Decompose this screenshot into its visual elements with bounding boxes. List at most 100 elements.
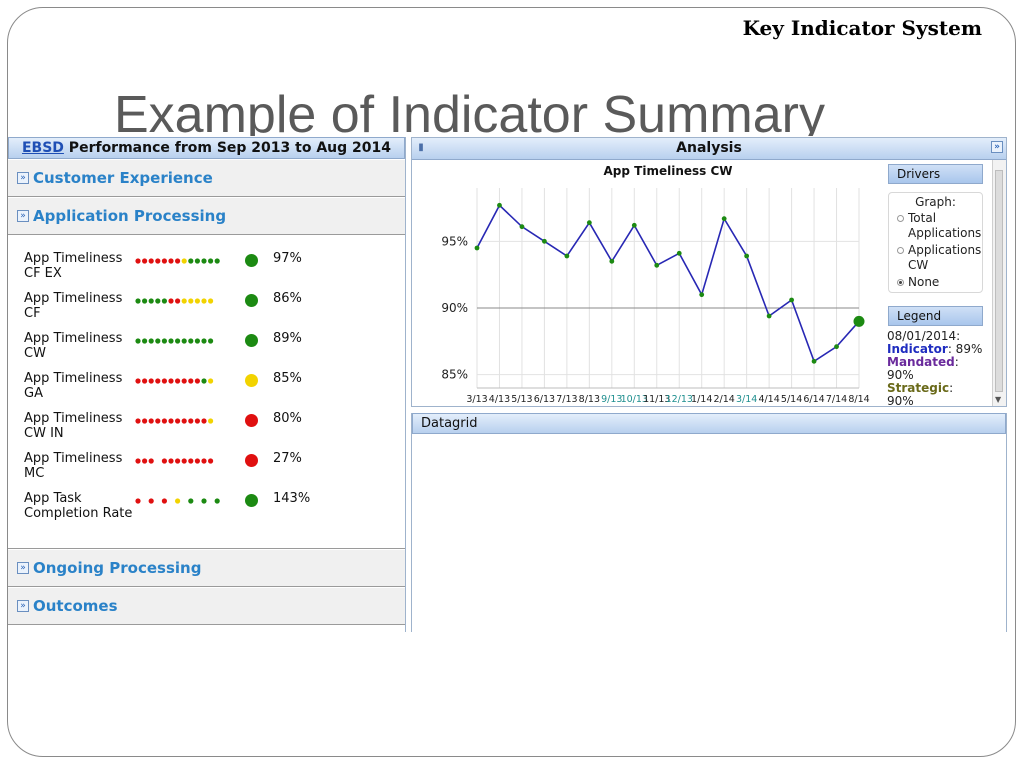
trend-dot [155,378,161,384]
vertical-scrollbar[interactable]: ▼ [992,160,1006,406]
indicator-name: App Timeliness CF EX [24,251,123,281]
status-indicator-icon [245,334,258,347]
section-label: Ongoing Processing [33,559,202,577]
data-point [744,253,750,259]
trend-dot [194,458,200,464]
trend-dots [135,376,235,386]
expand-icon[interactable]: » [17,562,29,574]
trend-dot [142,258,148,264]
trend-dot [148,458,154,464]
trend-dot [201,458,207,464]
trend-dot [201,298,207,304]
trend-dot [142,378,148,384]
radio-icon[interactable] [897,215,904,222]
trend-dot [155,298,161,304]
trend-dot [148,258,154,264]
trend-dot [142,338,148,344]
indicator-percent: 143% [273,491,311,506]
x-tick-label: 6/13 [534,394,555,405]
trend-dot [201,338,207,344]
trend-dot [188,378,194,384]
expand-icon[interactable]: » [17,172,29,184]
data-point [564,253,570,259]
section-customer-experience[interactable]: » Customer Experience [8,159,405,197]
data-point [834,344,839,350]
indicator-row[interactable]: App Timeliness GA 85% [8,371,406,411]
x-tick-label: 3/14 [736,394,757,405]
scroll-down-icon[interactable]: ▼ [995,395,1002,404]
trend-dot [135,498,141,504]
analysis-panel: ▮ Analysis » App Timeliness CW 85% 90% 95% 3… [411,137,1007,408]
indicator-percent: 85% [273,371,302,386]
analysis-title: Analysis [676,140,742,156]
radio-none[interactable]: None [892,275,979,290]
drivers-header: Drivers [888,164,983,184]
data-point [699,292,705,298]
trend-dot [135,258,141,264]
trend-dot [188,258,194,264]
scroll-thumb[interactable] [995,170,1003,392]
trend-dot [188,418,194,424]
trend-dots [135,496,235,506]
pin-icon[interactable]: ▮ [418,142,424,153]
x-tick-label: 5/13 [511,394,532,405]
trend-dot [135,378,141,384]
trend-dot [168,418,174,424]
y-tick-label: 95% [441,234,468,248]
trend-dot [181,458,187,464]
trend-dot [208,378,214,384]
section-outcomes[interactable]: » Outcomes [8,587,405,625]
indicator-percent: 89% [273,331,302,346]
ebsd-link[interactable]: EBSD [21,140,64,156]
data-point [721,216,727,222]
section-application-processing[interactable]: » Application Processing [8,197,405,235]
data-point [811,358,817,364]
x-tick-label: 9/13 [601,394,622,405]
x-tick-label: 6/14 [803,394,824,405]
data-point [609,258,615,264]
data-point [542,238,547,244]
x-tick-label: 8/13 [579,394,600,405]
legend-mandated-value: : 90% [887,355,959,382]
trend-dot [201,498,207,504]
radio-total-applications[interactable]: Total Applications [892,211,981,241]
indicator-row[interactable]: App Timeliness CW 89% [8,331,406,371]
indicator-row[interactable]: App Timeliness CW IN 80% [8,411,406,451]
trend-dot [161,258,167,264]
collapse-icon[interactable]: » [17,210,29,222]
trend-dot [168,458,174,464]
analysis-header: ▮ Analysis » [412,138,1006,160]
data-point [586,220,592,226]
trend-dot [181,338,187,344]
trend-dot [175,498,181,504]
status-indicator-icon [245,454,258,467]
indicator-percent: 86% [273,291,302,306]
slide-title: Example of Indicator Summary [114,86,825,136]
expand-icon[interactable]: » [17,600,29,612]
trend-dot [168,258,174,264]
trend-dot [194,338,200,344]
trend-dot [214,498,220,504]
radio-applications-cw[interactable]: Applications CW [892,243,981,273]
radio-icon[interactable] [897,247,904,254]
section-ongoing-processing[interactable]: » Ongoing Processing [8,549,405,587]
trend-dot [155,418,161,424]
x-tick-label: 2/14 [714,394,735,405]
indicator-row[interactable]: App Timeliness CF EX 97% [8,251,406,291]
x-tick-label: 4/13 [489,394,510,405]
x-tick-label: 12/13 [666,394,693,405]
status-indicator-icon [245,294,258,307]
legend-indicator-value: : 89% [947,342,983,356]
graph-options: Graph: Total Applications Applications C… [888,192,983,293]
x-tick-label: 10/13 [621,394,648,405]
indicator-row[interactable]: App Timeliness CF 86% [8,291,406,331]
expand-icon[interactable]: » [991,141,1003,153]
indicator-row[interactable]: App Timeliness MC 27% [8,451,406,491]
trend-dot [181,378,187,384]
series-line [476,204,860,363]
indicator-row[interactable]: App Task Completion Rate 143% [8,491,406,531]
x-tick-label: 7/14 [826,394,847,405]
radio-selected-icon[interactable] [897,279,904,286]
indicator-name: App Timeliness CW IN [24,411,123,441]
